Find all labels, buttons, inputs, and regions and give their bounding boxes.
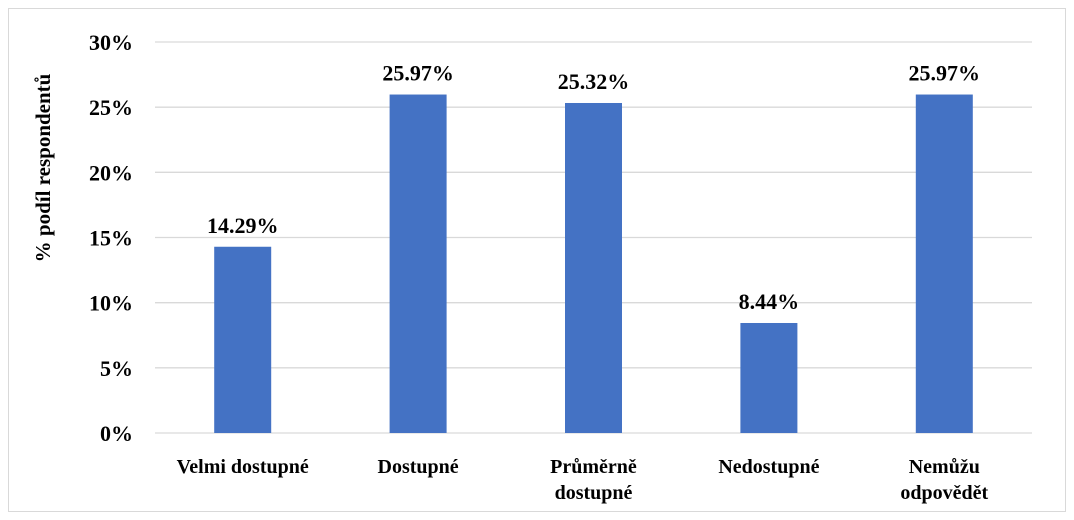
y-tick-label: 30% <box>89 30 133 55</box>
category-label: Velmi dostupné <box>177 456 309 478</box>
category-label: Nemůžu odpovědět <box>900 456 988 504</box>
bar <box>565 102 622 433</box>
bars <box>214 94 973 434</box>
category-label: Nedostupné <box>718 456 819 478</box>
data-label: 25.32% <box>558 69 630 94</box>
y-tick-label: 20% <box>89 160 133 185</box>
y-tick-label: 25% <box>89 95 133 120</box>
bar <box>214 246 272 433</box>
data-label: 25.97% <box>909 61 981 86</box>
data-label: 14.29% <box>207 213 279 238</box>
category-label: Dostupné <box>378 456 459 478</box>
bar <box>740 322 798 433</box>
bar <box>915 94 973 434</box>
y-tick-labels: 0% 5% 10% 15% 20% 25% 30% <box>89 30 133 446</box>
chart-frame <box>8 8 1066 512</box>
data-label: 25.97% <box>382 61 454 86</box>
y-tick-label: 15% <box>89 226 133 251</box>
y-axis-label: % podíl respondentů <box>31 73 55 262</box>
data-label: 8.44% <box>739 289 800 314</box>
bar <box>389 94 447 434</box>
category-label: Průměrně dostupné <box>550 456 637 504</box>
data-labels: 14.29% 25.97% 25.32% 8.44% 25.97% <box>207 61 980 314</box>
y-tick-label: 10% <box>89 291 133 316</box>
y-tick-label: 0% <box>100 421 133 446</box>
category-labels: Velmi dostupné Dostupné Průměrně dostupné Ne… <box>177 456 989 504</box>
y-tick-label: 5% <box>100 356 133 381</box>
